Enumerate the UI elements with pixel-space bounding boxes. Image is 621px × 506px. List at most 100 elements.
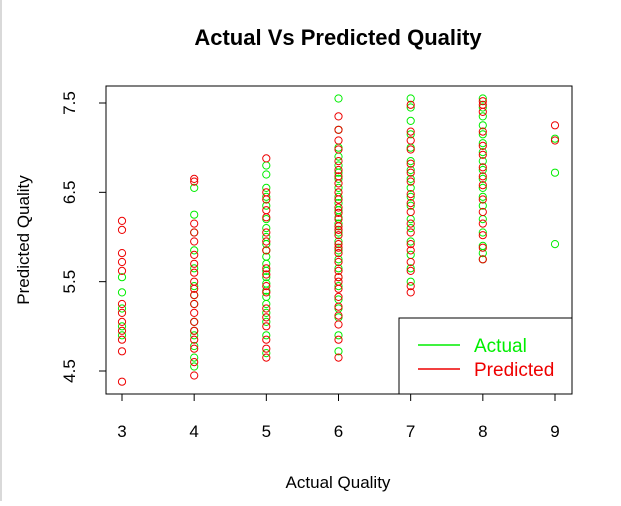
point-actual: [262, 240, 271, 249]
point-predicted: [334, 240, 343, 249]
point-predicted: [190, 237, 199, 246]
y-tick-label: 5.5: [60, 270, 79, 294]
point-predicted: [478, 181, 487, 190]
point-predicted: [478, 107, 487, 117]
point-predicted: [334, 273, 343, 282]
point-actual: [550, 168, 560, 177]
point-predicted: [262, 154, 271, 163]
point-predicted: [190, 277, 199, 286]
left-edge-border: [0, 0, 2, 501]
point-predicted: [262, 213, 271, 222]
point-predicted: [478, 219, 487, 228]
point-actual: [190, 264, 199, 273]
point-predicted: [190, 259, 199, 268]
point-predicted: [334, 225, 343, 234]
point-predicted: [190, 177, 199, 186]
point-predicted: [262, 246, 271, 255]
point-predicted: [334, 188, 343, 197]
x-axis: 3 4 5 6 7 8 9: [117, 393, 560, 441]
point-predicted: [262, 322, 271, 331]
y-tick-label: 4.5: [60, 359, 79, 383]
point-predicted: [190, 326, 199, 335]
point-actual: [406, 116, 415, 126]
point-predicted: [262, 304, 271, 313]
point-predicted: [406, 136, 415, 145]
point-actual: [406, 201, 415, 210]
point-predicted: [334, 208, 343, 217]
point-actual: [406, 264, 415, 273]
point-actual: [190, 353, 199, 362]
point-actual: [262, 266, 271, 275]
point-predicted: [406, 199, 415, 208]
point-predicted: [190, 344, 199, 353]
point-predicted: [406, 240, 415, 249]
point-predicted: [190, 228, 199, 237]
point-predicted: [334, 157, 343, 166]
point-actual: [334, 143, 343, 152]
point-actual: [478, 165, 487, 175]
point-actual: [190, 362, 199, 371]
point-actual: [117, 273, 127, 282]
point-predicted: [190, 299, 199, 309]
y-axis: 4.5 5.5 6.5 7.5: [60, 91, 107, 383]
point-predicted: [334, 292, 343, 301]
legend-label-actual: Actual: [474, 336, 527, 357]
point-actual: [478, 249, 487, 258]
point-actual: [478, 228, 487, 237]
point-predicted: [334, 165, 343, 175]
point-predicted: [406, 159, 415, 168]
point-predicted: [406, 288, 415, 297]
chart-title: Actual Vs Predicted Quality: [194, 25, 482, 50]
point-predicted: [334, 249, 343, 258]
point-predicted: [406, 145, 415, 154]
point-predicted: [262, 206, 271, 215]
point-predicted: [478, 172, 487, 181]
point-predicted: [334, 112, 343, 121]
point-predicted: [262, 237, 271, 246]
x-tick-label: 8: [478, 422, 487, 441]
point-actual: [478, 112, 487, 121]
point-predicted: [117, 326, 127, 335]
point-predicted: [478, 207, 487, 217]
point-predicted: [334, 231, 343, 240]
point-actual: [478, 241, 487, 250]
point-predicted: [334, 266, 343, 275]
data-points: [117, 94, 560, 386]
point-actual: [478, 130, 487, 139]
point-predicted: [117, 377, 127, 386]
point-actual: [334, 168, 343, 177]
point-actual: [334, 304, 343, 313]
x-tick-label: 4: [189, 422, 198, 441]
point-predicted: [478, 141, 487, 150]
point-predicted: [406, 168, 415, 177]
point-predicted: [406, 127, 415, 136]
point-actual: [334, 174, 343, 183]
point-predicted: [406, 257, 415, 267]
point-actual: [406, 174, 415, 183]
x-axis-label: Actual Quality: [286, 473, 391, 492]
point-actual: [334, 347, 343, 356]
point-actual: [478, 183, 487, 192]
point-actual: [117, 322, 127, 331]
point-actual: [334, 192, 343, 201]
point-actual: [262, 170, 271, 179]
point-actual: [478, 157, 487, 166]
point-predicted: [334, 179, 343, 188]
point-actual: [262, 317, 271, 326]
point-predicted: [117, 216, 127, 225]
point-actual: [478, 103, 487, 112]
point-predicted: [190, 317, 199, 326]
point-actual: [406, 94, 415, 103]
point-predicted: [190, 371, 199, 380]
point-predicted: [406, 177, 415, 186]
x-tick-label: 9: [550, 422, 559, 441]
point-actual: [262, 349, 271, 358]
point-predicted: [262, 195, 271, 204]
point-actual: [334, 264, 343, 273]
point-actual: [478, 174, 487, 183]
point-predicted: [334, 353, 343, 362]
point-actual: [334, 255, 343, 264]
point-actual: [117, 331, 127, 340]
point-predicted: [478, 243, 487, 252]
point-predicted: [190, 358, 199, 367]
